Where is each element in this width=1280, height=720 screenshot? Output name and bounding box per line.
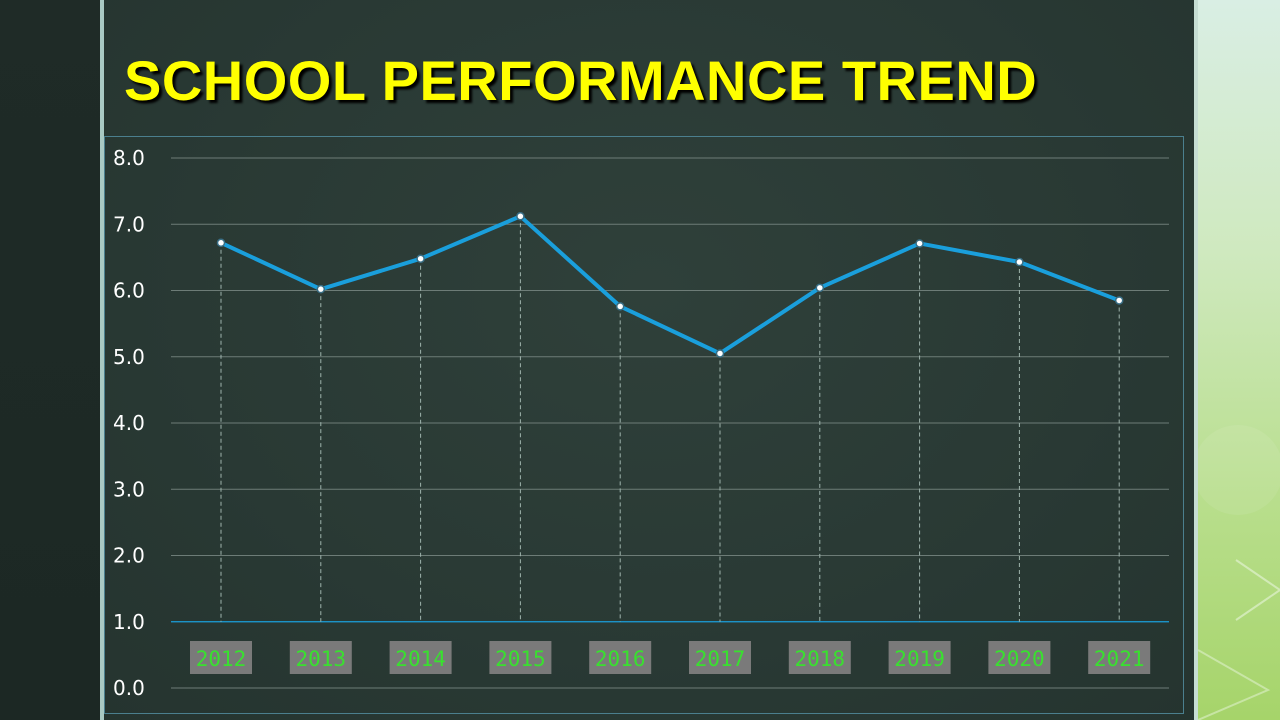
data-point [516,212,525,221]
x-tick-label-bg [1088,641,1151,674]
data-point [615,302,625,311]
x-tick-label-bg [190,641,252,674]
chalkboard-background [104,0,1194,720]
x-tick-label: 2014 [395,647,446,671]
y-tick-label: 7.0 [113,212,145,236]
x-tick-label-bg [788,641,851,674]
data-point [1015,257,1024,267]
x-tick-label: 2019 [894,647,945,671]
data-point [1114,296,1124,305]
chart-frame [104,136,1184,714]
y-tick-label: 8.0 [113,146,145,170]
x-tick-label: 2020 [994,647,1045,671]
right-divider [1194,0,1198,720]
page-title: SCHOOL PERFORMANCE TREND [124,49,1038,112]
y-tick-label: 2.0 [113,544,145,568]
y-tick-label: 5.0 [113,345,145,369]
data-point [416,254,425,263]
x-tick-label: 2013 [296,647,347,671]
x-tick-label: 2018 [795,647,846,671]
x-tick-label-bg [289,641,352,674]
data-point [815,283,825,293]
x-tick-label-bg [589,641,652,674]
series-line [219,214,1122,356]
data-point [316,284,326,294]
data-point [915,239,924,248]
y-tick-label: 1.0 [113,610,145,634]
y-tick-label: 4.0 [113,411,145,435]
x-tick-label-bg [988,641,1051,674]
x-tick-label: 2015 [495,647,546,671]
x-tick-label-bg [389,641,452,674]
x-tick-label: 2016 [595,647,646,671]
right-decor-panel [1198,0,1280,720]
decor-chevrons [1198,425,1280,720]
x-tick-label: 2012 [196,647,247,671]
y-tick-label: 0.0 [113,676,145,700]
left-divider [100,0,104,720]
left-decor-strip [0,0,100,720]
data-point [216,238,226,248]
y-tick-label: 3.0 [113,477,145,501]
y-tick-label: 6.0 [113,279,145,303]
x-tick-label-bg [888,641,951,674]
data-point [715,349,725,358]
x-tick-label: 2021 [1094,647,1145,671]
x-tick-label: 2017 [695,647,746,671]
x-tick-label-bg [689,641,751,674]
x-tick-label-bg [489,641,552,674]
